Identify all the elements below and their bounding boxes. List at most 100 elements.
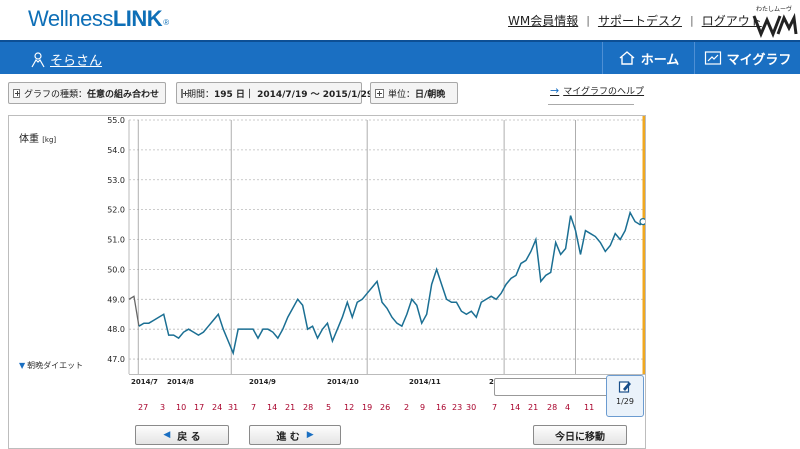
link-separator: |	[689, 14, 694, 27]
user-icon	[31, 51, 45, 67]
home-icon	[619, 51, 635, 65]
day-label: 23	[452, 403, 463, 412]
day-label: 19	[362, 403, 373, 412]
y-tick-label: 51.0	[107, 236, 125, 245]
graph-type-value: 任意の組み合わせ	[86, 89, 159, 100]
date-edit-button[interactable]: 1/29	[606, 375, 644, 417]
logout-link[interactable]: ログアウト	[701, 14, 762, 28]
back-button-label: 戻 る	[177, 431, 201, 443]
y-tick-label: 52.0	[107, 206, 125, 215]
back-button[interactable]: ◀ 戻 る	[135, 425, 229, 445]
y-tick-label: 54.0	[107, 146, 125, 155]
period-value: 195 日｜ 2014/7/19 〜 2015/1/29	[214, 89, 374, 100]
main-nav-bar: そらさん ホーム マイグラフ	[0, 40, 800, 74]
day-label: 14	[510, 403, 521, 412]
unit-label: 単位：	[388, 89, 416, 100]
y-tick-label: 50.0	[107, 265, 125, 274]
day-label: 27	[138, 403, 149, 412]
graph-icon	[704, 51, 721, 65]
day-label: 28	[547, 403, 558, 412]
day-label: 3	[160, 403, 166, 412]
legend-item[interactable]: ▼ 朝晩ダイエット	[19, 360, 83, 371]
site-header: WellnessLINK® WM会員情報 | サポートデスク | ログアウト わ…	[0, 0, 800, 40]
brand-mark-text: わたしムーヴ	[756, 5, 792, 13]
help-link-label: マイグラフのヘルプ	[563, 87, 645, 97]
unit-selector[interactable]: 単位： 日/朝晩	[370, 82, 458, 104]
day-label: 17	[194, 403, 205, 412]
day-label: 16	[436, 403, 447, 412]
unit-value: 日/朝晩	[415, 89, 446, 100]
graph-toolbar: グラフの種類： 任意の組み合わせ 期間： 195 日｜ 2014/7/19 〜 …	[0, 74, 800, 114]
series-line	[138, 210, 645, 356]
user-menu[interactable]: そらさん	[30, 50, 102, 69]
header-links: WM会員情報 | サポートデスク | ログアウト	[508, 12, 762, 29]
graph-type-label: グラフの種類：	[23, 89, 87, 100]
legend-label: 朝晩ダイエット	[27, 361, 84, 370]
graph-type-selector[interactable]: グラフの種類： 任意の組み合わせ	[8, 82, 166, 104]
day-label: 26	[380, 403, 391, 412]
expand-plus-icon	[181, 88, 188, 98]
expand-plus-icon	[13, 88, 20, 98]
month-label: 2014/10	[327, 378, 359, 386]
support-desk-link[interactable]: サポートデスク	[597, 14, 682, 28]
day-label: 24	[212, 403, 223, 412]
month-label: 2014/11	[409, 378, 441, 386]
day-label: 12	[344, 403, 355, 412]
day-label: 11	[584, 403, 595, 412]
logo-text-main: Wellness	[28, 6, 113, 31]
triangle-down-icon: ▼	[19, 361, 26, 370]
month-label: 2014/8	[167, 378, 194, 386]
edit-icon	[618, 381, 631, 393]
weight-chart-panel: 体重 [kg] 47.0 48.0 49.0 50.0 51.0 52.0 53.0 54.0…	[8, 115, 646, 449]
expand-plus-icon	[375, 88, 384, 98]
today-button[interactable]: 今日に移動	[533, 425, 627, 445]
period-selector[interactable]: 期間： 195 日｜ 2014/7/19 〜 2015/1/29	[176, 82, 373, 104]
month-axis: 2014/7 2014/8 2014/9 2014/10 2014/11 2	[129, 374, 646, 390]
nav-home-button[interactable]: ホーム	[602, 42, 694, 74]
day-label: 28	[303, 403, 314, 412]
day-label: 10	[176, 403, 187, 412]
month-label: 2014/9	[249, 378, 276, 386]
arrow-right-icon: →	[550, 84, 560, 97]
day-label: 2	[404, 403, 410, 412]
watashi-move-logo: わたしムーヴ	[752, 5, 798, 38]
y-axis-unit: [kg]	[42, 136, 57, 144]
last-data-point[interactable]	[639, 218, 645, 226]
y-tick-label: 47.0	[107, 355, 125, 364]
wellness-link-logo[interactable]: WellnessLINK®	[28, 6, 169, 32]
triangle-right-icon: ▶	[306, 430, 314, 440]
selected-date: 1/29	[616, 397, 634, 406]
day-label: 5	[326, 403, 332, 412]
y-tick-label: 55.0	[107, 116, 125, 125]
forward-button-label: 進 む	[276, 431, 300, 443]
day-label: 31	[228, 403, 239, 412]
today-button-label: 今日に移動	[555, 431, 605, 443]
day-label: 9	[420, 403, 426, 412]
period-label: 期間：	[187, 89, 215, 100]
month-label: 2014/7	[131, 378, 158, 386]
day-label: 21	[528, 403, 539, 412]
date-input-field[interactable]	[494, 378, 608, 396]
forward-button[interactable]: 進 む ▶	[249, 425, 341, 445]
mygraph-help-link[interactable]: → マイグラフのヘルプ	[550, 84, 644, 97]
y-axis-title: 体重	[19, 134, 39, 145]
series-line-start	[128, 295, 140, 327]
day-label: 30	[466, 403, 477, 412]
y-tick-label: 49.0	[107, 295, 125, 304]
member-info-link[interactable]: WM会員情報	[508, 14, 579, 28]
logo-text-bold: LINK	[112, 6, 163, 31]
divider	[548, 104, 634, 105]
day-label: 21	[285, 403, 296, 412]
day-label: 14	[267, 403, 278, 412]
day-label: 4	[565, 403, 571, 412]
user-name-link[interactable]: そらさん	[50, 54, 103, 69]
y-tick-label: 53.0	[107, 176, 125, 185]
link-separator: |	[586, 14, 590, 27]
nav-mygraph-button[interactable]: マイグラフ	[694, 42, 800, 74]
month-label: 2	[489, 378, 494, 386]
day-label: 7	[251, 403, 257, 412]
y-axis-label: 体重 [kg]	[19, 130, 56, 145]
nav-home-label: ホーム	[640, 52, 680, 68]
weight-line-chart[interactable]: 47.0 48.0 49.0 50.0 51.0 52.0 53.0 54.0 55.0	[9, 116, 645, 374]
